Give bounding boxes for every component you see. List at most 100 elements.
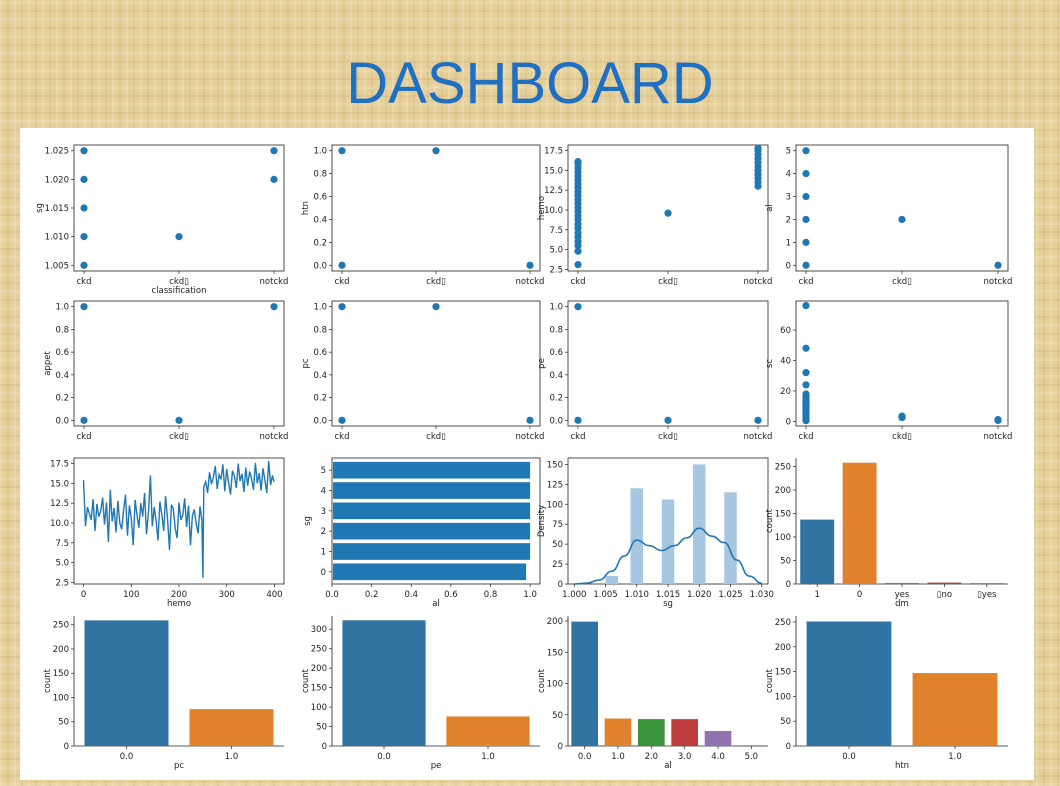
x-tick-label: 1.0 (948, 752, 962, 762)
x-tick-label: 4.0 (711, 752, 725, 762)
histogram-bar (661, 499, 675, 584)
scatter-point (574, 261, 582, 269)
y-tick-label: 5 (321, 466, 326, 476)
y-tick-label: 100 (547, 680, 563, 690)
x-tick-label: 1.0 (481, 752, 495, 762)
y-tick-label: 0.0 (55, 416, 69, 426)
kde-curve (574, 527, 762, 585)
scatter-point (270, 303, 278, 311)
x-axis-label: pc (174, 761, 184, 771)
chart-pc-count: 0 50 100 150 200 250 count 0.0 1.0 pc (43, 616, 284, 771)
y-axis-label: sg (303, 516, 313, 526)
y-tick-label: 150 (775, 509, 791, 519)
y-tick-label: 0.6 (55, 348, 69, 358)
chart-pe-count: 0 50 100 150 200 250 300 count 0.0 1.0 pe (301, 616, 540, 771)
y-tick-label: 4 (321, 487, 326, 497)
x-tick-label: notckd (260, 277, 289, 287)
x-tick-label: ckd (335, 432, 350, 442)
y-tick-label: 3 (786, 193, 791, 203)
y-tick-label: 150 (311, 684, 327, 694)
y-tick-label: 250 (775, 618, 791, 628)
y-tick-label: 150 (547, 460, 563, 470)
scatter-point (802, 215, 810, 224)
y-tick-label: 0 (558, 580, 563, 590)
x-axis-label: dm (895, 599, 909, 609)
y-tick-label: 1.010 (45, 233, 69, 243)
x-tick-label: notckd (744, 432, 773, 442)
y-tick-label: 7.5 (55, 539, 69, 549)
x-tick-label: 1.015 (656, 590, 680, 600)
y-tick-label: 150 (775, 668, 791, 678)
bar (446, 716, 530, 746)
y-tick-label: 5.0 (549, 246, 563, 256)
scatter-point (526, 261, 534, 269)
x-tick-label: ckd (571, 432, 586, 442)
y-tick-label: 0 (786, 261, 791, 271)
y-tick-label: 3 (321, 507, 326, 517)
y-tick-label: 50 (316, 723, 327, 733)
y-tick-label: 1.025 (45, 147, 69, 157)
axes-frame (331, 144, 541, 272)
x-tick-label: 0.2 (365, 590, 379, 600)
y-tick-label: 250 (311, 645, 327, 655)
y-axis-label: pc (301, 358, 311, 368)
y-tick-label: 20 (780, 387, 791, 397)
bar (885, 583, 919, 584)
y-tick-label: 0 (322, 742, 327, 752)
x-tick-label: 0.6 (444, 590, 458, 600)
x-tick-label: ckd▯ (658, 432, 678, 442)
y-tick-label: 0.8 (549, 325, 563, 335)
x-axis-label: pe (431, 761, 442, 771)
scatter-point (526, 416, 534, 424)
scatter-point (338, 147, 346, 155)
y-axis-label: Density (537, 505, 547, 537)
y-axis-label: count (301, 668, 311, 693)
chart-pc-vs-classification: 0.0 0.2 0.4 0.6 0.8 1.0 pc ckd ckd▯ notckd (301, 300, 544, 442)
y-tick-label: 4 (786, 170, 791, 180)
chart-al-vs-classification: 0 1 2 3 4 5 al ckd ckd▯ notckd (765, 144, 1012, 287)
scatter-point (80, 416, 88, 424)
axes-frame (331, 457, 541, 585)
scatter-point (432, 147, 440, 155)
y-axis-label: count (765, 668, 775, 693)
chart-hemo-line: 2.5 5.0 7.5 10.0 12.5 15.0 17.5 0 100 200 300 400 he… (50, 457, 285, 609)
scatter-point (574, 247, 582, 255)
scatter-point (574, 416, 582, 424)
scatter-point (80, 204, 88, 212)
bar (333, 482, 531, 499)
x-tick-label: 3.0 (678, 752, 692, 762)
x-tick-label: 1.0 (611, 752, 625, 762)
y-axis-label: count (765, 508, 775, 533)
y-tick-label: 75 (552, 520, 563, 530)
bar (704, 731, 732, 746)
scatter-point (898, 215, 906, 224)
scatter-point (432, 303, 440, 311)
y-axis-label: hemo (537, 196, 547, 220)
bar (604, 718, 632, 746)
scatter-point (338, 303, 346, 311)
y-tick-label: 5.0 (55, 559, 69, 569)
bar (333, 522, 531, 540)
y-tick-label: 150 (53, 669, 69, 679)
y-tick-label: 0.2 (313, 238, 327, 248)
scatter-point (664, 209, 672, 217)
y-tick-label: 40 (780, 356, 791, 366)
x-tick-label: 0 (857, 590, 862, 600)
axes-frame (73, 300, 285, 427)
y-tick-label: 50 (58, 718, 69, 728)
x-tick-label: ckd▯ (892, 277, 912, 287)
scatter-point (802, 369, 810, 377)
y-tick-label: 1.0 (549, 303, 563, 313)
scatter-point (338, 261, 346, 269)
y-tick-label: 1 (786, 238, 791, 248)
x-tick-label: 0.0 (377, 752, 391, 762)
y-axis-label: count (537, 668, 547, 693)
x-tick-label: ▯yes (977, 590, 997, 600)
y-tick-label: 17.5 (544, 147, 563, 157)
x-tick-label: ckd (571, 277, 586, 287)
y-axis-label: appet (43, 351, 53, 376)
y-tick-label: 0.8 (313, 325, 327, 335)
y-tick-label: 0.0 (549, 416, 563, 426)
y-tick-label: 200 (547, 617, 563, 627)
